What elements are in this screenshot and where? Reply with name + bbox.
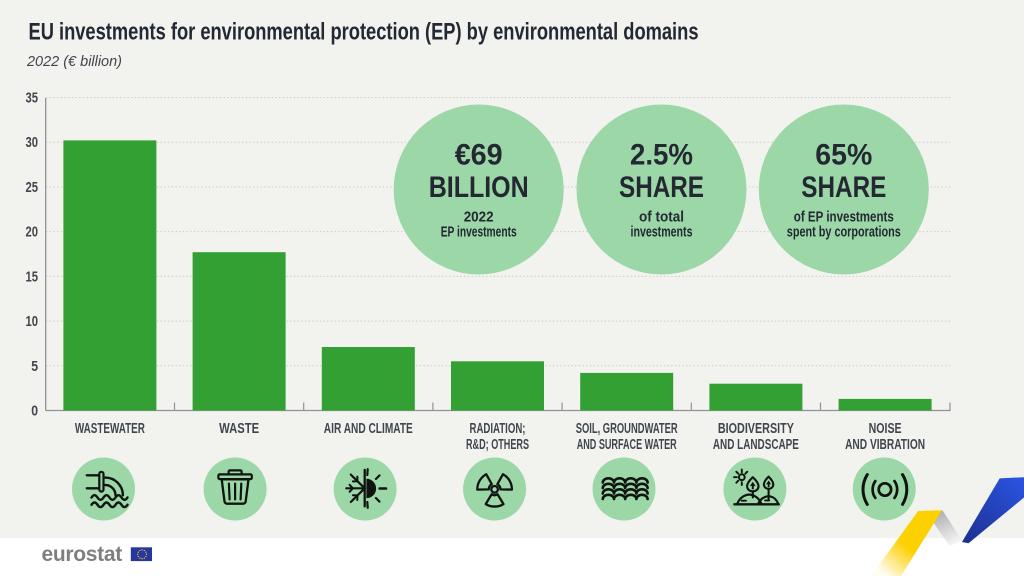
svg-text:eurostat: eurostat: [42, 543, 123, 566]
svg-text:investments: investments: [631, 224, 693, 241]
svg-text:30: 30: [26, 135, 39, 151]
svg-text:25: 25: [26, 180, 39, 196]
svg-text:5: 5: [31, 359, 38, 375]
svg-text:R&D; OTHERS: R&D; OTHERS: [466, 437, 529, 453]
svg-text:WASTE: WASTE: [219, 421, 259, 437]
svg-text:EP investments: EP investments: [441, 224, 517, 241]
svg-text:10: 10: [26, 314, 39, 330]
svg-text:€69: €69: [455, 138, 503, 171]
svg-text:BIODIVERSITY: BIODIVERSITY: [718, 421, 794, 437]
svg-text:WASTEWATER: WASTEWATER: [75, 421, 145, 437]
svg-text:BILLION: BILLION: [429, 171, 529, 204]
svg-text:20: 20: [26, 225, 39, 241]
svg-text:RADIATION;: RADIATION;: [470, 421, 526, 437]
svg-text:SOIL, GROUNDWATER: SOIL, GROUNDWATER: [576, 421, 678, 437]
svg-text:2022 (€ billion): 2022 (€ billion): [26, 54, 122, 70]
svg-text:AND SURFACE WATER: AND SURFACE WATER: [577, 437, 677, 453]
svg-text:35: 35: [26, 91, 39, 107]
svg-text:AND VIBRATION: AND VIBRATION: [845, 437, 925, 453]
svg-text:0: 0: [31, 404, 38, 420]
svg-text:65%: 65%: [815, 138, 872, 171]
svg-text:2.5%: 2.5%: [630, 138, 693, 171]
svg-text:15: 15: [26, 269, 39, 285]
svg-text:SHARE: SHARE: [619, 171, 704, 204]
svg-text:AND LANDSCAPE: AND LANDSCAPE: [713, 437, 799, 453]
svg-text:NOISE: NOISE: [869, 421, 902, 437]
svg-text:2022: 2022: [464, 209, 494, 226]
svg-text:of EP investments: of EP investments: [794, 209, 894, 226]
svg-text:EU investments for environment: EU investments for environmental protect…: [29, 19, 699, 46]
svg-text:AIR AND CLIMATE: AIR AND CLIMATE: [324, 421, 413, 437]
svg-text:of total: of total: [639, 209, 684, 226]
svg-text:SHARE: SHARE: [801, 171, 886, 204]
svg-text:spent by corporations: spent by corporations: [787, 224, 901, 241]
